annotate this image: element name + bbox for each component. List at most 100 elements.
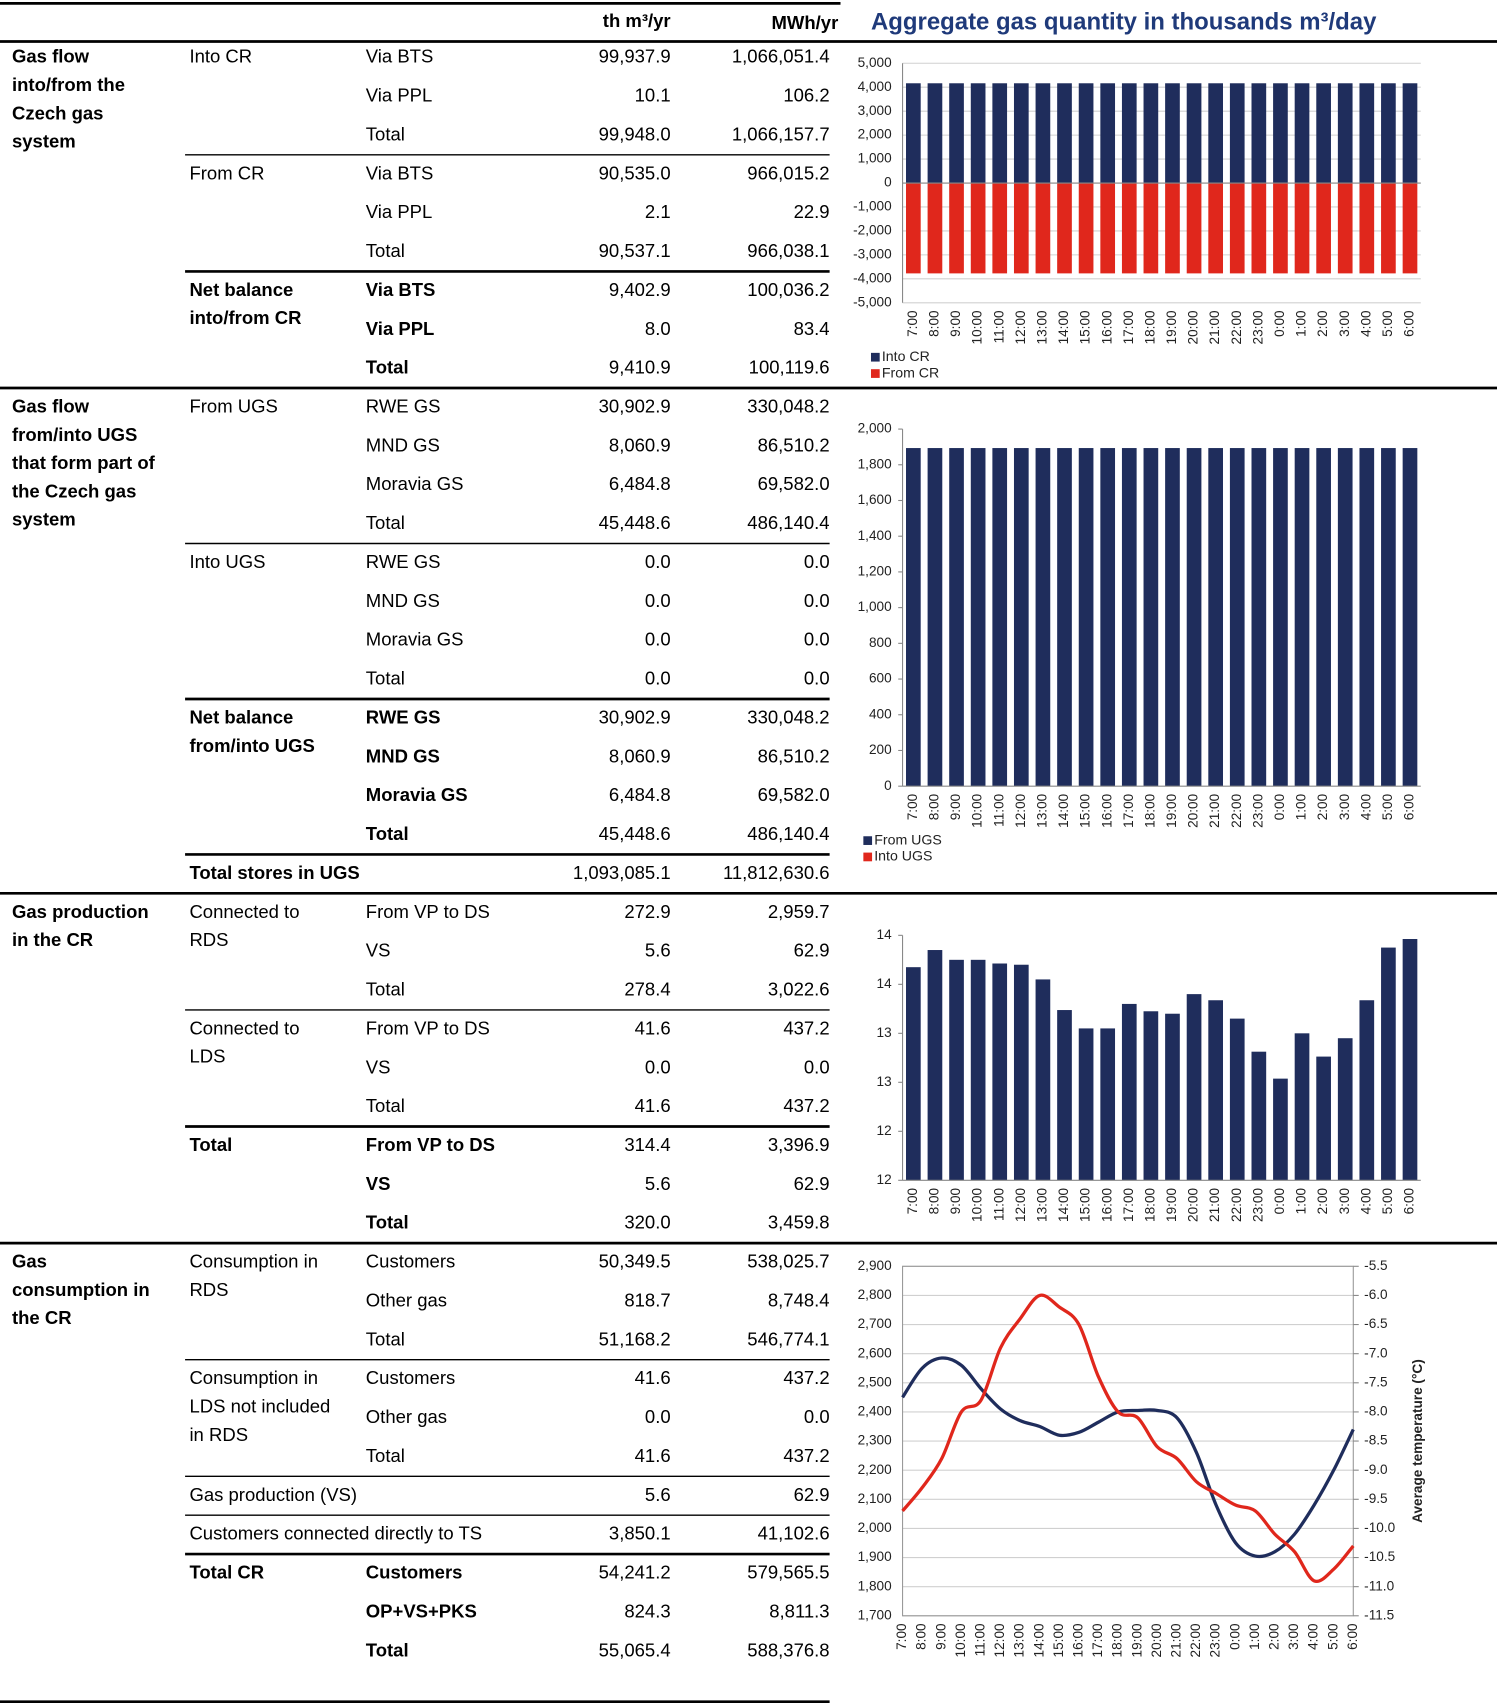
- cell-value: 1,093,085.1: [573, 862, 671, 883]
- x-tick-label: 18:00: [1110, 1623, 1125, 1657]
- x-tick-label: 14:00: [1056, 793, 1071, 827]
- bar: [992, 963, 1008, 1181]
- item-label: Moravia GS: [366, 629, 464, 650]
- group-label: Net balance: [189, 279, 293, 300]
- bar: [992, 83, 1008, 184]
- x-tick-label: 13:00: [1012, 1623, 1027, 1657]
- bar: [1294, 1033, 1310, 1181]
- bar: [1078, 183, 1094, 274]
- y-tick-label: 2,800: [858, 1287, 892, 1302]
- x-tick-label: 4:00: [1358, 310, 1373, 337]
- column-header: MWh/yr: [772, 12, 839, 33]
- item-label: Via PPL: [366, 85, 433, 106]
- bar: [1381, 183, 1396, 274]
- y-tick-label: -5,000: [853, 294, 892, 309]
- bar: [1359, 183, 1375, 274]
- bar: [1121, 83, 1137, 184]
- x-tick-label: 22:00: [1229, 793, 1244, 827]
- x-tick-label: 16:00: [1071, 1623, 1086, 1657]
- bar: [1251, 183, 1267, 274]
- cell-value: 6,484.8: [609, 784, 671, 805]
- item-label: From VP to DS: [366, 901, 490, 922]
- group-label: LDS not included: [189, 1396, 330, 1417]
- section-label: Gas flow: [12, 396, 90, 417]
- y-tick-label: 0: [884, 778, 892, 793]
- cell-value: 579,565.5: [747, 1562, 829, 1583]
- cell-value: 90,535.0: [599, 162, 671, 183]
- cell-value: 538,025.7: [747, 1251, 829, 1272]
- bar: [1229, 83, 1245, 184]
- x-tick-label: 22:00: [1229, 1187, 1244, 1221]
- cell-value: 86,510.2: [758, 745, 830, 766]
- item-label: Total: [366, 240, 405, 261]
- cell-value: 11,812,630.6: [723, 862, 830, 883]
- item-label: Customers: [366, 1562, 463, 1583]
- x-tick-label: 5:00: [1325, 1623, 1340, 1650]
- x-tick-label: 5:00: [1380, 1187, 1395, 1214]
- bar: [970, 448, 986, 787]
- cell-value: 5.6: [645, 1484, 671, 1505]
- cell-value: 818.7: [624, 1289, 670, 1310]
- cell-value: 437.2: [783, 1367, 829, 1388]
- cell-value: 54,241.2: [599, 1562, 671, 1583]
- cell-value: 0.0: [804, 1056, 830, 1077]
- bar: [949, 959, 964, 1181]
- section-label: system: [12, 131, 76, 152]
- x-tick-label: 10:00: [970, 310, 985, 344]
- x-tick-label: 8:00: [927, 310, 942, 337]
- y-tick-label: 2,000: [858, 1520, 892, 1535]
- bar: [927, 83, 943, 184]
- x-tick-label: 22:00: [1229, 310, 1244, 344]
- legend-label: Into UGS: [874, 848, 932, 864]
- bar: [1100, 448, 1116, 787]
- cell-value: 588,376.8: [747, 1639, 829, 1660]
- cell-value: 5.6: [645, 1173, 671, 1194]
- cell-value: 278.4: [624, 979, 670, 1000]
- x-tick-label: 21:00: [1207, 1187, 1222, 1221]
- y-tick-label: 3,000: [858, 103, 892, 118]
- x-tick-label: 5:00: [1380, 310, 1395, 337]
- x-tick-label: 13:00: [1035, 310, 1050, 344]
- y2-tick-label: -6.0: [1364, 1287, 1388, 1302]
- bar: [1381, 947, 1396, 1181]
- x-tick-label: 23:00: [1250, 310, 1265, 344]
- x-tick-label: 23:00: [1250, 793, 1265, 827]
- y-tick-label: 2,200: [858, 1462, 892, 1477]
- bar: [949, 83, 964, 184]
- section-label: the CR: [12, 1307, 72, 1328]
- bar: [1359, 448, 1375, 787]
- cell-value: 55,065.4: [599, 1639, 671, 1660]
- bar: [1337, 1038, 1353, 1181]
- y-tick-label: 14: [877, 927, 893, 942]
- cell-value: 106.2: [783, 85, 829, 106]
- column-header: th m³/yr: [603, 10, 671, 31]
- cell-value: 824.3: [624, 1600, 670, 1621]
- x-tick-label: 16:00: [1099, 793, 1114, 827]
- bar: [1273, 448, 1288, 787]
- cell-value: 1,066,051.4: [732, 46, 830, 67]
- bar: [1402, 448, 1418, 787]
- legend-label: From UGS: [874, 831, 942, 847]
- x-tick-label: 9:00: [948, 310, 963, 337]
- group-label: Total CR: [189, 1562, 264, 1583]
- bar: [1165, 83, 1180, 184]
- bar: [1381, 83, 1396, 184]
- cell-value: 3,022.6: [768, 979, 830, 1000]
- x-tick-label: 17:00: [1121, 793, 1136, 827]
- cell-value: 437.2: [783, 1095, 829, 1116]
- x-tick-label: 9:00: [933, 1623, 948, 1650]
- group-label: Connected to: [189, 901, 299, 922]
- bar: [1337, 183, 1353, 274]
- y-tick-label: 14: [877, 976, 893, 991]
- cell-value: 8.0: [645, 318, 671, 339]
- item-label: VS: [366, 1173, 391, 1194]
- cell-value: 9,402.9: [609, 279, 671, 300]
- group-label: RDS: [189, 1279, 228, 1300]
- bar: [1078, 448, 1094, 787]
- x-tick-label: 12:00: [1013, 1187, 1028, 1221]
- x-tick-label: 20:00: [1186, 793, 1201, 827]
- item-label: Via BTS: [366, 46, 434, 67]
- bar: [1035, 448, 1051, 787]
- bar: [1208, 1000, 1223, 1181]
